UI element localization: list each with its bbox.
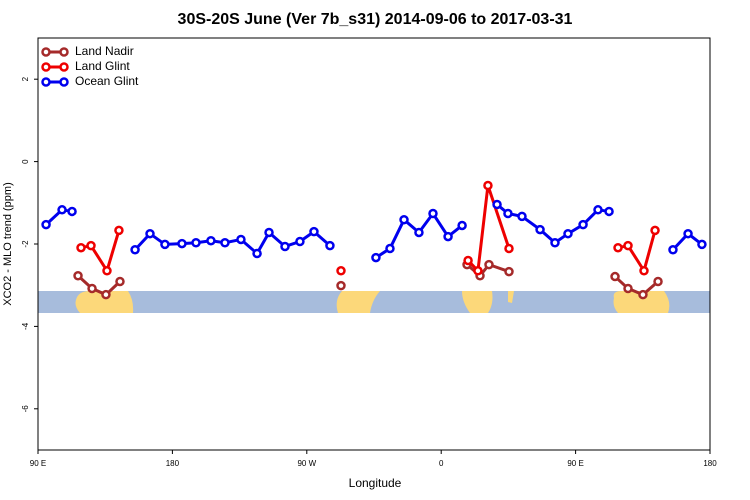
point — [668, 245, 678, 255]
y-axis-label: XCO2 - MLO trend (ppm) — [2, 182, 14, 305]
series-line — [77, 262, 660, 297]
point — [503, 208, 513, 219]
point — [57, 205, 67, 215]
point — [399, 214, 409, 225]
legend-marker — [41, 62, 51, 72]
point — [87, 283, 97, 294]
point — [473, 266, 483, 276]
x-tick-label: 90 E — [567, 459, 583, 468]
series-line — [45, 203, 703, 259]
point — [160, 239, 170, 250]
point — [115, 276, 125, 287]
land — [336, 291, 380, 313]
point — [613, 242, 623, 253]
point — [220, 238, 230, 248]
point — [550, 238, 560, 248]
point — [114, 225, 124, 236]
map-strip — [38, 291, 710, 313]
point — [504, 266, 514, 277]
point — [76, 242, 86, 253]
point — [623, 283, 633, 294]
chart-title: 30S-20S June (Ver 7b_s31) 2014-09-06 to … — [178, 11, 573, 28]
point — [639, 266, 649, 276]
land — [462, 291, 493, 313]
point — [41, 219, 51, 230]
y-tick-label: 0 — [21, 159, 30, 164]
point — [578, 219, 588, 230]
point — [650, 225, 660, 236]
point — [638, 289, 648, 300]
point — [697, 239, 707, 250]
legend-marker — [59, 47, 69, 57]
legend-marker — [41, 77, 51, 87]
point — [385, 243, 395, 254]
point — [73, 270, 83, 281]
point — [191, 238, 201, 248]
point — [336, 280, 346, 291]
x-tick-label: 90 W — [297, 459, 316, 468]
point — [325, 240, 335, 251]
point — [309, 226, 319, 237]
point — [563, 228, 573, 239]
point — [443, 231, 453, 242]
point — [593, 205, 603, 215]
legend-marker — [41, 47, 51, 57]
y-tick-label: -6 — [21, 405, 30, 413]
point — [604, 206, 614, 217]
point — [252, 248, 262, 259]
point — [428, 208, 438, 219]
point — [295, 236, 305, 247]
point — [492, 199, 502, 210]
y-tick-label: -2 — [21, 240, 30, 248]
point — [145, 228, 155, 239]
point — [371, 252, 381, 263]
land — [75, 291, 134, 313]
legend-label: Land Nadir — [75, 44, 134, 58]
point — [177, 238, 187, 249]
point — [535, 224, 545, 235]
series-line — [80, 185, 657, 275]
point — [484, 259, 494, 270]
legend-marker — [59, 62, 69, 72]
point — [683, 228, 693, 239]
point — [610, 271, 620, 282]
point — [67, 206, 77, 217]
legend-label: Ocean Glint — [75, 74, 139, 88]
land — [613, 291, 670, 313]
point — [130, 245, 140, 255]
x-tick-label: 90 E — [30, 459, 46, 468]
point — [504, 243, 514, 254]
y-tick-label: -4 — [21, 322, 30, 330]
point — [336, 266, 346, 276]
ocean-band — [38, 291, 710, 313]
point — [264, 227, 274, 238]
point — [517, 211, 527, 222]
land — [508, 291, 514, 303]
x-tick-label: 0 — [439, 459, 444, 468]
point — [101, 289, 111, 300]
point — [623, 240, 633, 251]
point — [206, 235, 216, 246]
x-tick-label: 180 — [703, 459, 717, 468]
x-axis-label: Longitude — [349, 476, 402, 490]
point — [457, 220, 467, 231]
y-tick-label: 2 — [21, 76, 30, 81]
point — [653, 276, 663, 287]
point — [463, 255, 473, 266]
point — [236, 234, 246, 245]
point — [86, 240, 96, 251]
point — [414, 227, 424, 238]
point — [280, 241, 290, 252]
legend-label: Land Glint — [75, 59, 130, 73]
point — [102, 266, 112, 276]
point — [483, 180, 493, 191]
legend-marker — [59, 77, 69, 87]
x-tick-label: 180 — [166, 459, 180, 468]
